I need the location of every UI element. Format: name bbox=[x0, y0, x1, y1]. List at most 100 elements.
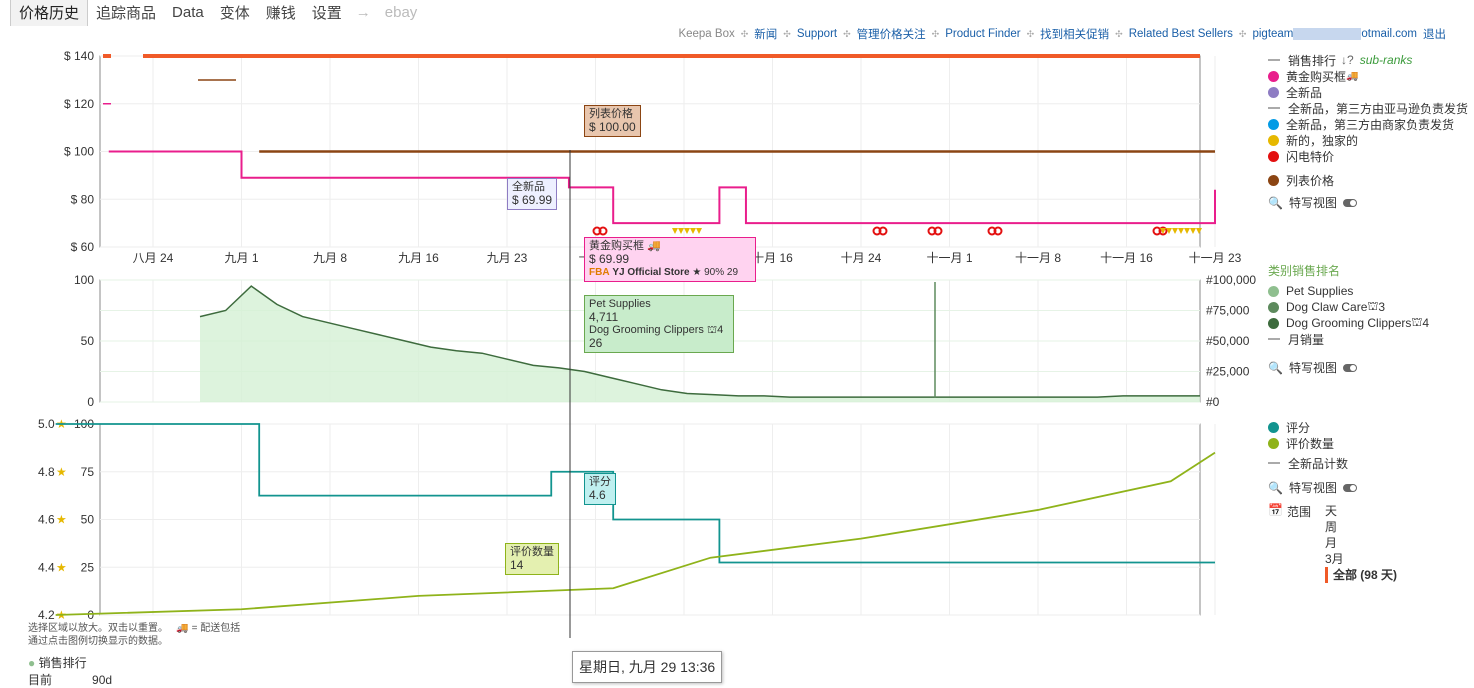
lightning-deal-marker bbox=[1158, 226, 1168, 236]
legend-label: 黄金购买框 bbox=[1286, 69, 1347, 84]
arrow-icon: → bbox=[355, 3, 371, 21]
legend-monthly-sales[interactable]: 月销量 bbox=[1268, 331, 1429, 347]
truck-icon: 🚚 bbox=[176, 623, 189, 634]
y-tick-label: 5.0 bbox=[38, 417, 55, 431]
y-tick-label: 50 bbox=[81, 334, 95, 348]
legend-label: 全新品 bbox=[1286, 85, 1323, 100]
star-icon: ★ bbox=[56, 560, 67, 574]
exclusive-marker bbox=[1190, 228, 1196, 234]
x-tick-label: 八月 24 bbox=[133, 251, 174, 265]
exclusive-marker bbox=[690, 228, 696, 234]
y-tick-label: $ 140 bbox=[64, 49, 94, 63]
y2-tick-label: #75,000 bbox=[1206, 304, 1250, 318]
date-tooltip: 星期日, 九月 29 13:36 bbox=[572, 651, 723, 683]
tab-0[interactable]: 价格历史 bbox=[10, 0, 89, 26]
color-dot bbox=[1268, 317, 1279, 329]
tab-ebay[interactable]: ebay bbox=[384, 3, 418, 21]
x-tick-label: 九月 16 bbox=[398, 251, 439, 265]
legend-label: 全新品，第三方由商家负责发货 bbox=[1286, 117, 1455, 132]
legend-item-4[interactable]: 新的，独家的 bbox=[1268, 132, 1468, 148]
sub-ranks-link[interactable]: sub-ranks bbox=[1359, 53, 1413, 67]
legend-item-2[interactable]: 全新品，第三方由亚马逊负责发货 bbox=[1268, 100, 1468, 116]
x-tick-label: 十月 24 bbox=[841, 251, 882, 265]
tab-bar: 价格历史 追踪商品 Data 变体 赚钱 设置 → ebay bbox=[10, 0, 425, 26]
x-tick-label: 十月 16 bbox=[752, 251, 793, 265]
legend-sales-rank[interactable]: 销售排行 ↓? sub-ranks bbox=[1268, 52, 1468, 68]
series-buybox bbox=[108, 150, 1216, 225]
color-dot bbox=[1268, 174, 1279, 186]
color-dot bbox=[1268, 150, 1279, 162]
color-dot bbox=[1268, 70, 1279, 82]
account-email[interactable]: pigteam otmail.com bbox=[1252, 27, 1417, 41]
legend-label: 闪电特价 bbox=[1286, 149, 1335, 164]
top-link-3[interactable]: Product Finder bbox=[945, 28, 1021, 40]
legend-item-3[interactable]: 全新品，第三方由商家负责发货 bbox=[1268, 116, 1468, 132]
legend-item-1[interactable]: 全新品 bbox=[1268, 84, 1468, 100]
rank-area bbox=[200, 286, 1200, 402]
star-icon: ★ bbox=[56, 513, 67, 527]
tab-5[interactable]: 设置 bbox=[311, 4, 342, 22]
top-link-0[interactable]: 新闻 bbox=[754, 29, 778, 41]
legend-item-0[interactable]: 评分 bbox=[1268, 419, 1357, 435]
zoom-toggle-rating[interactable]: 🔍 特写视图 bbox=[1268, 479, 1357, 496]
x-tick-label: 九月 23 bbox=[487, 251, 528, 265]
rating-legend: 评分 评价数量 全新品计数 🔍 特写视图 bbox=[1268, 419, 1357, 496]
legend-item-0[interactable]: Pet Supplies bbox=[1268, 283, 1429, 299]
price-legend: 销售排行 ↓? sub-ranks 黄金购买框 🚚 全新品 全新品，第三方由亚马逊负… bbox=[1268, 52, 1468, 211]
truck-icon: 🚚 bbox=[647, 240, 661, 252]
zoom-toggle-price[interactable]: 🔍 特写视图 bbox=[1268, 194, 1468, 211]
range-option-2[interactable]: 月 bbox=[1324, 536, 1337, 550]
tab-4[interactable]: 赚钱 bbox=[265, 4, 296, 22]
range-label: 范围 bbox=[1286, 505, 1311, 519]
range-option-all[interactable]: 全部 (98 天) bbox=[1324, 567, 1397, 583]
y2-tick-label: 50 bbox=[81, 513, 95, 527]
email-suffix: otmail.com bbox=[1361, 28, 1417, 41]
exclusive-marker bbox=[684, 228, 690, 234]
top-link-2[interactable]: 管理价格关注 bbox=[856, 29, 926, 41]
range-option-1[interactable]: 周 bbox=[1324, 520, 1337, 534]
rank-legend-title: 类别销售排名 bbox=[1268, 264, 1341, 278]
exclusive-marker bbox=[1196, 228, 1202, 234]
range-option-3[interactable]: 3月 bbox=[1324, 552, 1344, 566]
top-link-1[interactable]: Support bbox=[796, 28, 838, 40]
legend-item-1[interactable]: 评价数量 bbox=[1268, 435, 1357, 451]
x-tick-label: 十一月 1 bbox=[926, 251, 972, 265]
top-link-5[interactable]: Related Best Sellers bbox=[1128, 28, 1233, 40]
range-option-0[interactable]: 天 bbox=[1324, 504, 1337, 518]
separator-icon: ✣ bbox=[1026, 28, 1035, 39]
lightning-deal-marker bbox=[598, 226, 608, 236]
star-icon: ★ bbox=[56, 465, 67, 479]
y2-tick-label: #0 bbox=[1206, 395, 1220, 409]
x-tick-label: 九月 1 bbox=[224, 251, 258, 265]
legend-new-count[interactable]: 全新品计数 bbox=[1268, 455, 1357, 471]
rank-legend: 类别销售排名 Pet Supplies Dog Claw Care ⛫ 3 Dog G… bbox=[1268, 256, 1429, 376]
y2-tick-label: #50,000 bbox=[1206, 334, 1250, 348]
separator-icon: ✣ bbox=[843, 28, 851, 39]
color-dot bbox=[1268, 134, 1279, 146]
legend-item-1[interactable]: Dog Claw Care ⛫ 3 bbox=[1268, 299, 1429, 315]
sales-rank-bar bbox=[103, 54, 111, 58]
legend-item-0[interactable]: 黄金购买框 🚚 bbox=[1268, 68, 1468, 84]
tab-3[interactable]: 变体 bbox=[219, 4, 250, 22]
y-tick-label: 4.2 bbox=[38, 608, 55, 622]
top-link-4[interactable]: 找到相关促销 bbox=[1040, 29, 1110, 41]
tooltip-rating: 评分 4.6 bbox=[584, 473, 616, 505]
zoom-toggle-rank[interactable]: 🔍 特写视图 bbox=[1268, 359, 1429, 376]
brand-label: Keepa Box bbox=[678, 28, 735, 40]
keepa-chart[interactable]: $ 60 $ 80 $ 100 $ 120 $ 140 八月 24 九月 1 九月 8 九月 1… bbox=[0, 38, 1474, 638]
search-icon: 🔍 bbox=[1268, 195, 1283, 210]
tab-1[interactable]: 追踪商品 bbox=[96, 4, 157, 22]
separator-icon: ✣ bbox=[740, 28, 749, 39]
tab-2[interactable]: Data bbox=[172, 3, 204, 21]
y2-tick-label: #25,000 bbox=[1206, 365, 1250, 379]
logout-link[interactable]: 退出 bbox=[1423, 29, 1446, 41]
legend-item-2[interactable]: Dog Grooming Clippers ⛫ 4 bbox=[1268, 315, 1429, 331]
x-tick-label: 九月 8 bbox=[313, 251, 347, 265]
legend-item-5[interactable]: 闪电特价 bbox=[1268, 148, 1468, 164]
legend-item-6[interactable]: 列表价格 bbox=[1268, 172, 1468, 188]
y-tick-label: $ 60 bbox=[71, 240, 95, 254]
x-tick-label: 十一月 16 bbox=[1100, 251, 1153, 265]
tooltip-buybox: 黄金购买框 🚚 $ 69.99 FBA YJ Official Store ★ … bbox=[584, 237, 756, 282]
exclusive-marker bbox=[1184, 228, 1190, 234]
lightning-deal-marker bbox=[993, 226, 1003, 236]
